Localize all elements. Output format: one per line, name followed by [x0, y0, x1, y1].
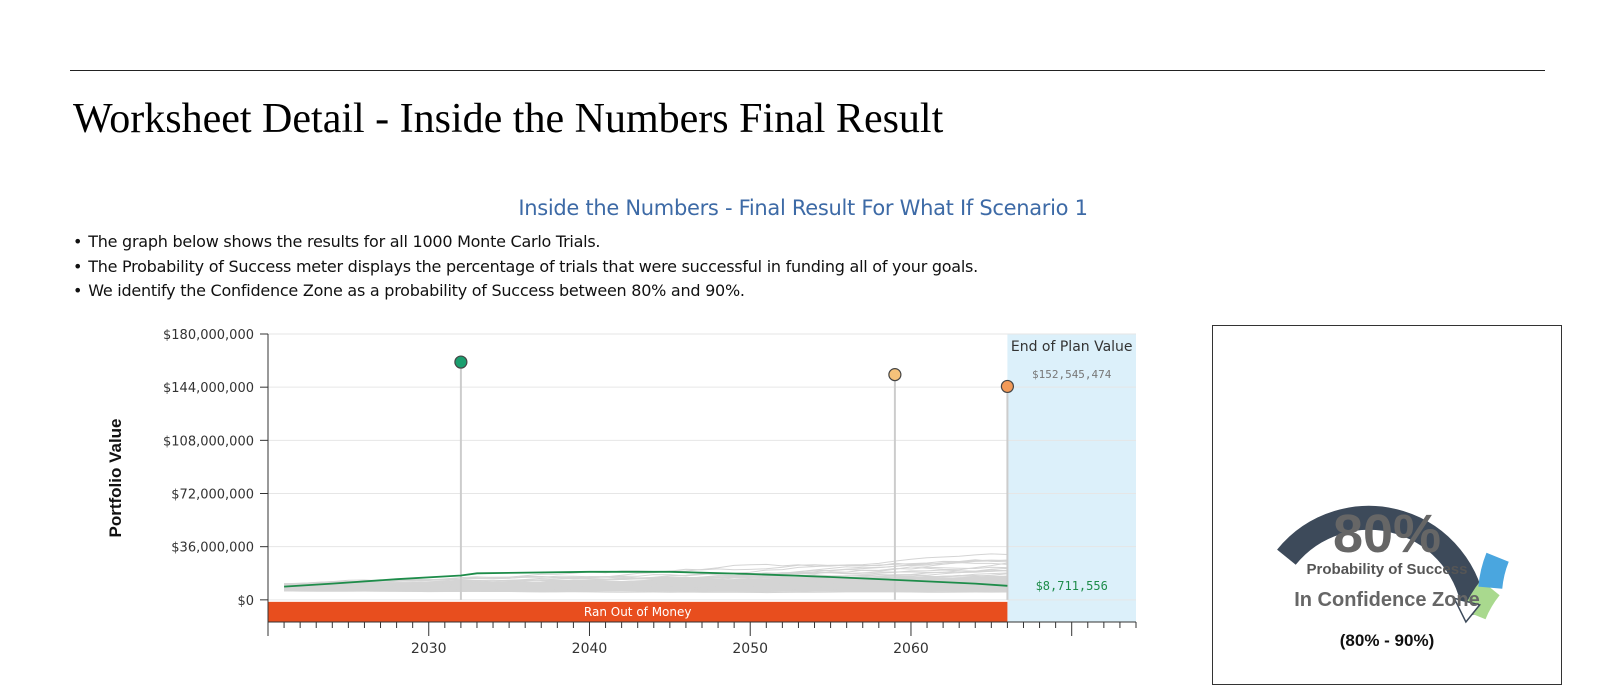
trial-marker — [1000, 379, 1015, 394]
x-tick-label: 2040 — [572, 641, 608, 657]
y-tick-label: $0 — [237, 594, 254, 609]
bullet-item: The Probability of Success meter display… — [73, 255, 978, 280]
trial-marker — [454, 355, 468, 369]
probability-gauge — [1277, 505, 1509, 624]
end-of-plan-zone — [1007, 334, 1136, 622]
y-tick-label: $144,000,000 — [163, 381, 254, 396]
gauge-arc-high — [1478, 552, 1509, 590]
probability-gauge-panel: 80% Probability of Success In Confidence… — [1212, 325, 1562, 685]
trial-path — [284, 575, 1008, 587]
bullet-item: The graph below shows the results for al… — [73, 230, 978, 255]
x-tick-label: 2060 — [893, 641, 929, 657]
monte-carlo-chart: $0 $36,000,000 $72,000,000 $108,000,000 $144… — [106, 328, 1137, 657]
bullet-item: We identify the Confidence Zone as a pro… — [73, 279, 978, 304]
y-tick-label: $108,000,000 — [163, 434, 254, 449]
y-tick-label: $36,000,000 — [171, 541, 254, 556]
x-tick-label: 2050 — [732, 641, 768, 657]
header-divider — [70, 70, 1545, 71]
confidence-range-label: (80% - 90%) — [1339, 631, 1435, 650]
gauge-arc-main — [1277, 505, 1487, 616]
trial-path — [284, 590, 1008, 594]
trial-path — [284, 583, 1008, 587]
gauge-arc-confidence-zone — [1463, 580, 1500, 620]
trial-paths — [284, 553, 1008, 594]
page-title: Worksheet Detail - Inside the Numbers Fi… — [73, 96, 944, 142]
trial-path — [284, 588, 1008, 592]
trial-marker — [888, 368, 902, 382]
median-value-label: $8,711,556 — [1036, 579, 1108, 593]
probability-label: Probability of Success — [1306, 561, 1468, 578]
x-tick-label: 2030 — [411, 641, 447, 657]
top-value-label: $152,545,474 — [1032, 368, 1112, 381]
ran-out-band — [268, 601, 1008, 622]
end-of-plan-label: End of Plan Value — [1011, 339, 1133, 355]
ran-out-label: Ran Out of Money — [584, 605, 692, 619]
confidence-zone-label: In Confidence Zone — [1294, 589, 1480, 611]
chart-section-title: Inside the Numbers - Final Result For Wh… — [518, 196, 1088, 220]
probability-value: 80% — [1332, 504, 1442, 564]
info-bullets: The graph below shows the results for al… — [73, 230, 978, 304]
y-axis-title: Portfolio Value — [106, 418, 125, 537]
median-line — [284, 570, 1008, 588]
gauge-pointer — [1452, 597, 1482, 624]
y-tick-label: $72,000,000 — [171, 488, 254, 503]
y-tick-label: $180,000,000 — [163, 328, 254, 343]
